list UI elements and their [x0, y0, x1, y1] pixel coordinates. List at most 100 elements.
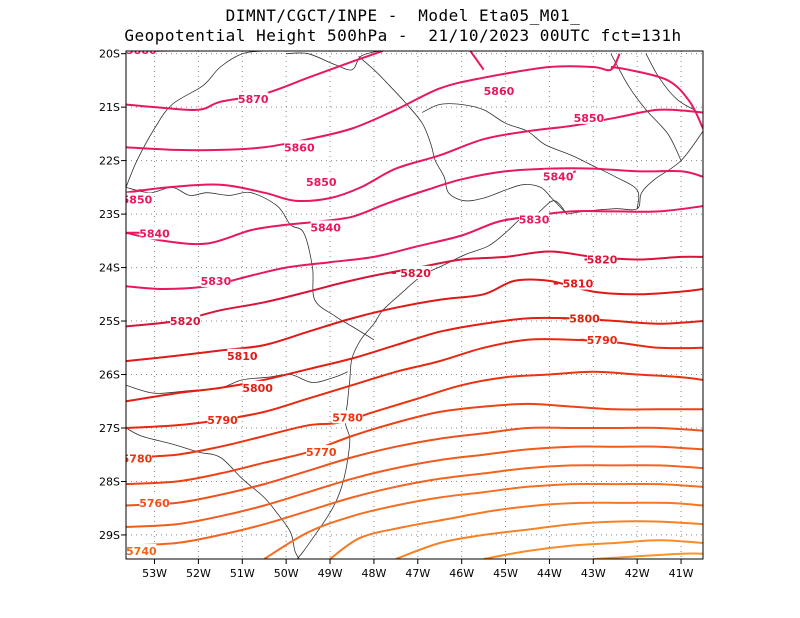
contour-line	[126, 108, 703, 202]
boundary-line	[126, 51, 265, 188]
y-tick-label: 29S	[99, 529, 120, 542]
contour-label-background	[310, 220, 341, 234]
contour-line	[126, 316, 703, 403]
x-tick-label: 46W	[449, 567, 474, 580]
contour-label: 5820	[170, 315, 201, 328]
contour-labels: 5880 5870 5860 5860 5850 5850 5850 5840 5840 5840…	[122, 44, 618, 558]
contour-line	[126, 370, 703, 459]
height-contours	[126, 51, 703, 559]
contour-label: 5800	[242, 382, 273, 395]
contour-label-background	[126, 51, 157, 56]
contour-label-background	[238, 92, 269, 106]
contour-label-background	[126, 543, 157, 557]
x-tick-label: 42W	[625, 567, 650, 580]
boundary-line	[610, 53, 682, 161]
contour-line	[469, 51, 485, 71]
contour-line	[329, 501, 703, 559]
contour-line	[263, 482, 703, 559]
contour-label: 5800	[569, 312, 600, 325]
contour-label: 5780	[332, 411, 363, 424]
contour-label-background	[139, 226, 170, 240]
contour-label-background	[306, 445, 337, 459]
contour-label: 5860	[484, 85, 515, 98]
contour-label: 5770	[306, 446, 337, 459]
contour-label-background	[587, 252, 618, 266]
contour-label-background	[573, 110, 604, 124]
boundary-line	[358, 56, 568, 215]
x-tick-label: 49W	[318, 567, 343, 580]
y-tick-label: 26S	[99, 369, 120, 382]
boundary-line	[296, 200, 568, 559]
y-tick-label: 23S	[99, 208, 120, 221]
contour-label: 5840	[543, 171, 574, 184]
contour-line	[126, 464, 703, 547]
contour-label-background	[227, 348, 258, 362]
contour-label-background	[200, 273, 231, 287]
contour-label-background	[207, 412, 238, 426]
contour-label: 5810	[227, 350, 258, 363]
contour-label: 5850	[574, 112, 605, 125]
contour-label: 5840	[139, 227, 170, 240]
boundary-line	[566, 130, 703, 215]
contour-label-background	[587, 332, 618, 346]
contour-label-background	[562, 276, 593, 290]
x-tick-label: 41W	[669, 567, 694, 580]
y-tick-label: 24S	[99, 262, 120, 275]
contour-label: 5790	[207, 414, 238, 427]
contour-line	[395, 520, 703, 559]
contour-label: 5840	[310, 221, 341, 234]
contour-label: 5880	[126, 44, 157, 57]
boundary-line	[645, 53, 695, 111]
contour-line	[126, 167, 703, 246]
x-tick-label: 50W	[274, 567, 299, 580]
contour-line	[593, 552, 703, 559]
x-tick-label: 45W	[493, 567, 518, 580]
contour-label: 5780	[122, 452, 153, 465]
contour-label-background	[569, 311, 600, 325]
contour-label: 5740	[126, 545, 157, 558]
contour-line	[126, 402, 703, 486]
contour-label: 5820	[587, 254, 618, 267]
contour-label: 5870	[238, 93, 269, 106]
y-tick-label: 27S	[99, 422, 120, 435]
contour-label-background	[306, 175, 337, 189]
x-tick-label: 47W	[405, 567, 430, 580]
x-tick-label: 51W	[230, 567, 255, 580]
contour-label: 5830	[519, 213, 550, 226]
contour-line	[126, 445, 703, 528]
map-title-line-2: Geopotential Height 500hPa - 21/10/2023 …	[124, 26, 682, 45]
contour-label-background	[519, 212, 550, 226]
contour-label: 5850	[122, 194, 153, 207]
contour-label-background	[139, 495, 170, 509]
boundary-line	[422, 103, 640, 209]
contour-line	[483, 539, 703, 559]
contour-label: 5790	[587, 334, 618, 347]
contour-label: 5850	[306, 176, 337, 189]
contour-label-background	[332, 410, 363, 424]
contour-label: 5810	[563, 278, 594, 291]
contour-label-background	[126, 451, 152, 465]
x-tick-label: 53W	[142, 567, 167, 580]
contour-label-background	[483, 84, 514, 98]
contour-label: 5860	[284, 141, 315, 154]
contour-label-background	[400, 265, 431, 279]
y-tick-label: 21S	[99, 101, 120, 114]
x-tick-label: 44W	[537, 567, 562, 580]
axis-ticks: 53W 52W 51W 50W 49W 48W 47W 46W 45W 44W 43W 42W 41W 2…	[99, 48, 694, 580]
y-tick-label: 22S	[99, 155, 120, 168]
contour-line	[610, 66, 703, 129]
contour-label-background	[543, 169, 574, 183]
plot-frame	[125, 50, 704, 560]
x-tick-label: 52W	[186, 567, 211, 580]
x-tick-label: 48W	[361, 567, 386, 580]
y-tick-label: 25S	[99, 315, 120, 328]
contour-label-background	[284, 140, 315, 154]
boundary-line	[286, 51, 379, 71]
contour-line	[126, 426, 703, 507]
y-tick-label: 28S	[99, 475, 120, 488]
x-tick-label: 43W	[581, 567, 606, 580]
contour-label: 5820	[400, 267, 431, 280]
contour-label-background	[242, 380, 273, 394]
boundary-line	[126, 186, 375, 341]
